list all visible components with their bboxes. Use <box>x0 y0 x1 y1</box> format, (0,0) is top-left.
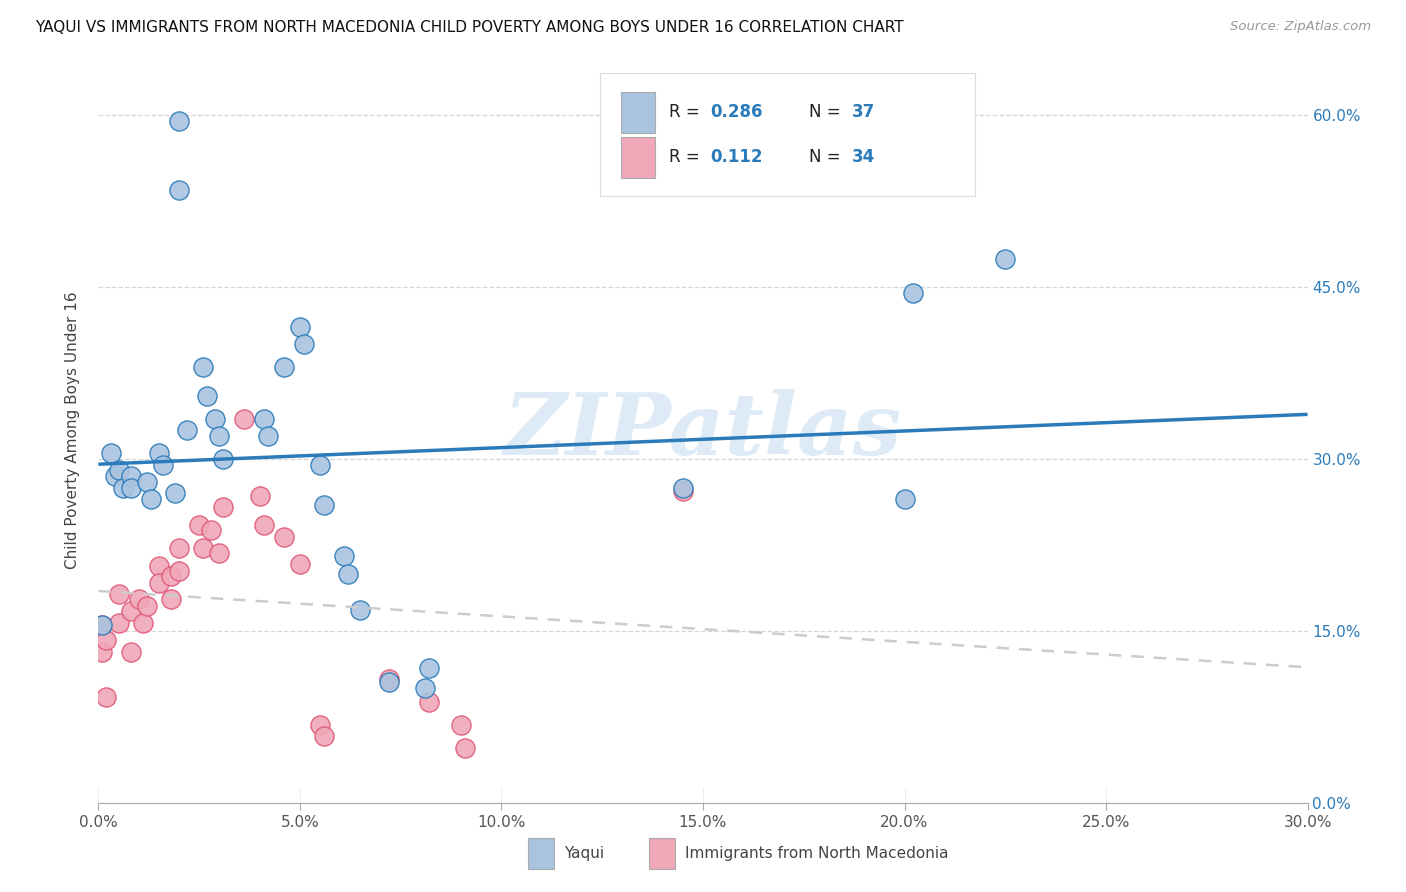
Point <box>208 546 231 560</box>
Point <box>111 481 134 495</box>
Point <box>132 615 155 630</box>
Point <box>450 718 472 732</box>
Point <box>672 481 695 495</box>
Text: YAQUI VS IMMIGRANTS FROM NORTH MACEDONIA CHILD POVERTY AMONG BOYS UNDER 16 CORRE: YAQUI VS IMMIGRANTS FROM NORTH MACEDONIA… <box>35 20 904 35</box>
Point <box>148 558 170 573</box>
FancyBboxPatch shape <box>648 838 675 869</box>
Text: R =: R = <box>669 103 706 121</box>
Point <box>148 446 170 460</box>
Text: 0.112: 0.112 <box>710 148 762 166</box>
Point <box>249 489 271 503</box>
FancyBboxPatch shape <box>527 838 554 869</box>
Text: 34: 34 <box>852 148 875 166</box>
Point <box>273 530 295 544</box>
Point <box>167 565 190 579</box>
Point <box>107 587 129 601</box>
Point <box>253 518 276 533</box>
Point <box>901 285 924 300</box>
FancyBboxPatch shape <box>621 92 655 133</box>
Point <box>193 541 215 556</box>
Point <box>152 458 174 472</box>
Point <box>107 615 129 630</box>
Y-axis label: Child Poverty Among Boys Under 16: Child Poverty Among Boys Under 16 <box>65 292 80 569</box>
Point <box>96 633 118 648</box>
Point <box>309 458 332 472</box>
Point <box>195 389 218 403</box>
Text: Immigrants from North Macedonia: Immigrants from North Macedonia <box>685 846 949 861</box>
Point <box>160 569 183 583</box>
FancyBboxPatch shape <box>600 73 976 195</box>
Text: 0.286: 0.286 <box>710 103 762 121</box>
Point <box>128 591 150 606</box>
Point <box>135 475 157 489</box>
Text: N =: N = <box>810 103 846 121</box>
Point <box>193 360 215 375</box>
Point <box>91 618 114 632</box>
Point <box>314 498 336 512</box>
Point <box>418 695 440 709</box>
Point <box>120 644 142 658</box>
Text: ZIPatlas: ZIPatlas <box>503 389 903 472</box>
FancyBboxPatch shape <box>621 136 655 178</box>
Point <box>893 492 915 507</box>
Point <box>103 469 125 483</box>
Point <box>139 492 162 507</box>
Point <box>120 604 142 618</box>
Point <box>288 320 311 334</box>
Point <box>107 463 129 477</box>
Point <box>167 183 190 197</box>
Text: R =: R = <box>669 148 706 166</box>
Point <box>100 446 122 460</box>
Point <box>377 675 399 690</box>
Point <box>208 429 231 443</box>
Point <box>253 412 276 426</box>
Point <box>413 681 436 696</box>
Point <box>188 518 211 533</box>
Point <box>377 672 399 686</box>
Point <box>167 541 190 556</box>
Point <box>176 423 198 437</box>
Point <box>337 566 360 581</box>
Point <box>454 740 477 755</box>
Point <box>91 644 114 658</box>
Point <box>91 618 114 632</box>
Point <box>120 469 142 483</box>
Text: 37: 37 <box>852 103 875 121</box>
Point <box>314 729 336 743</box>
Point <box>96 690 118 705</box>
Point <box>135 599 157 613</box>
Point <box>167 114 190 128</box>
Point <box>418 660 440 674</box>
Point <box>292 337 315 351</box>
Point <box>672 484 695 499</box>
Point <box>232 412 254 426</box>
Point <box>256 429 278 443</box>
Point <box>349 603 371 617</box>
Text: Source: ZipAtlas.com: Source: ZipAtlas.com <box>1230 20 1371 33</box>
Point <box>204 412 226 426</box>
Point <box>288 558 311 572</box>
Point <box>212 500 235 515</box>
Point <box>309 718 332 732</box>
Point <box>200 523 222 537</box>
Point <box>148 575 170 590</box>
Point <box>163 486 186 500</box>
Text: Yaqui: Yaqui <box>564 846 605 861</box>
Point <box>273 360 295 375</box>
Point <box>212 452 235 467</box>
Point <box>160 591 183 606</box>
Point <box>333 549 356 564</box>
Text: N =: N = <box>810 148 846 166</box>
Point <box>120 481 142 495</box>
Point <box>994 252 1017 266</box>
